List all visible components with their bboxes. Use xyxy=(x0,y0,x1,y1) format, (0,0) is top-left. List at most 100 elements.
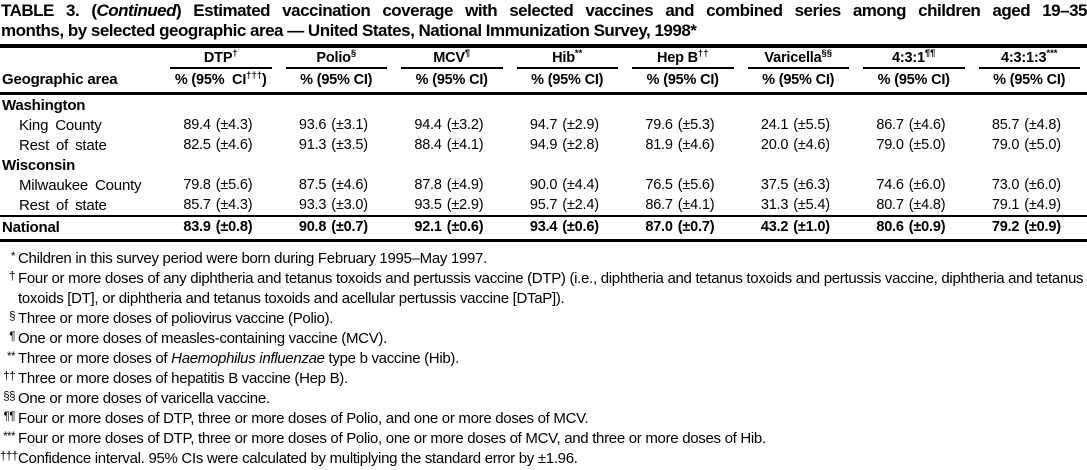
ci-value: (±5.4) xyxy=(793,196,830,213)
column-header-label: Hib** xyxy=(516,49,618,69)
footnote-text: Three or more doses of hepatitis B vacci… xyxy=(18,370,348,387)
percent-value: 79.6 xyxy=(645,116,673,133)
footnote: * Children in this survey period were bor… xyxy=(0,249,1087,269)
footnote: ¶¶ Four or more doses of DTP, three or mo… xyxy=(0,409,1087,429)
ci-value: (±5.3) xyxy=(677,116,715,133)
data-cell: 93.4 (±0.6) xyxy=(509,215,625,242)
percent-value: 79.2 xyxy=(991,219,1020,235)
ci-value: (±0.7) xyxy=(331,219,368,235)
ci-value: (±0.9) xyxy=(908,219,946,235)
data-cell: 20.0 (±4.6) xyxy=(741,135,857,155)
ci-value: (±2.8) xyxy=(562,136,599,153)
table-title-line2: months, by selected geographic area — Un… xyxy=(1,20,697,40)
ci-value: (±4.8) xyxy=(1024,116,1061,133)
footnote-marker: ** xyxy=(7,351,15,363)
footnote-text: One or more doses of varicella vaccine. xyxy=(18,390,270,407)
table-title-prefix: TABLE 3. ( xyxy=(1,1,97,20)
data-cell: 80.6 (±0.9) xyxy=(856,215,972,242)
data-cell: 81.9 (±4.6) xyxy=(625,135,741,155)
ci-value: (±4.6) xyxy=(793,136,830,153)
table-body: Washington King County 89.4 (±4.3) 93.6 (±3.1… xyxy=(0,94,1087,242)
data-cell: 83.9 (±0.8) xyxy=(163,215,279,242)
percent-value: 80.6 xyxy=(876,219,904,235)
ci-value: (±4.9) xyxy=(446,176,484,193)
column-header-hib: Hib** xyxy=(510,49,626,69)
percent-value: 76.5 xyxy=(645,176,673,193)
ci-value: (±4.3) xyxy=(215,116,253,133)
ci-value: (±2.4) xyxy=(562,196,599,213)
ci-value: (±0.7) xyxy=(677,219,715,235)
footnote-marker: §§ xyxy=(3,391,15,403)
data-cell: 90.0 (±4.4) xyxy=(510,175,626,195)
data-cell: 87.8 (±4.9) xyxy=(394,175,510,195)
percent-value: 83.9 xyxy=(183,219,211,235)
percent-value: 87.5 xyxy=(298,176,327,193)
column-header-label: Polio§ xyxy=(285,49,387,69)
column-header-label: Hep B†† xyxy=(632,49,734,69)
row-label: King County xyxy=(19,116,102,134)
group-row: Wisconsin xyxy=(0,155,1087,175)
ci-value: (±3.1) xyxy=(331,116,368,133)
percent-value: 86.7 xyxy=(876,116,904,133)
data-cell: 82.5 (±4.6) xyxy=(163,135,279,155)
footnote-marker: * xyxy=(11,251,15,263)
column-subheader-label: % (95% CI) xyxy=(300,72,373,88)
column-subheader: % (95% CI) xyxy=(740,69,856,95)
footnote: †† Three or more doses of hepatitis B vac… xyxy=(0,369,1087,389)
data-cell: 87.0 (±0.7) xyxy=(625,215,741,242)
data-cell: 85.7 (±4.8) xyxy=(972,115,1087,135)
column-subheader-label: % (95% CI) xyxy=(762,72,835,88)
row-label: National xyxy=(0,215,163,242)
ci-value: (±4.6) xyxy=(331,176,368,193)
ci-value: (±4.1) xyxy=(446,136,484,153)
total-row: National 83.9 (±0.8) 90.8 (±0.7) 92.1 (±0.6) 93… xyxy=(0,215,1087,242)
ci-value: (±5.5) xyxy=(793,116,830,133)
percent-value: 31.3 xyxy=(760,196,789,213)
percent-value: 20.0 xyxy=(760,136,789,153)
column-subheader-label: % (95% CI) xyxy=(646,72,719,88)
ci-value: (±5.0) xyxy=(908,136,946,153)
percent-value: 79.0 xyxy=(991,136,1020,153)
ci-value: (±4.6) xyxy=(677,136,715,153)
column-subheader-label: % (95% CI) xyxy=(415,72,488,88)
percent-value: 93.3 xyxy=(298,196,327,213)
footnote: § Three or more doses of poliovirus vacci… xyxy=(0,309,1087,329)
group-row: Washington xyxy=(0,94,1087,116)
column-header-label: DTP† xyxy=(170,49,272,69)
footnote-text: Three or more doses of Haemophilus influ… xyxy=(18,350,459,367)
percent-value: 90.0 xyxy=(529,176,558,193)
footnote: §§ One or more doses of varicella vaccine… xyxy=(0,389,1087,409)
data-cell: 85.7 (±4.3) xyxy=(163,195,279,216)
data-cell: 80.7 (±4.8) xyxy=(856,195,972,216)
group-label: Wisconsin xyxy=(2,156,76,174)
percent-value: 86.7 xyxy=(645,196,673,213)
data-cell: 94.9 (±2.8) xyxy=(510,135,626,155)
ci-value: (±3.2) xyxy=(446,116,484,133)
data-cell: 93.6 (±3.1) xyxy=(279,115,395,135)
column-subheader-label: % (95% CI) xyxy=(531,72,604,88)
footnote: † Four or more doses of any diphtheria an… xyxy=(0,269,1087,309)
percent-value: 93.5 xyxy=(414,196,442,213)
ci-value: (±4.8) xyxy=(908,196,946,213)
column-subheader: % (95% CI) xyxy=(971,69,1087,95)
footnote-marker: †† xyxy=(3,371,15,383)
footnote-marker: ¶ xyxy=(9,331,15,343)
column-header-polio: Polio§ xyxy=(279,49,395,69)
column-header-mcv: MCV¶ xyxy=(394,49,510,69)
data-cell: 91.3 (±3.5) xyxy=(279,135,395,155)
ci-value: (±5.0) xyxy=(1024,136,1061,153)
ci-value: (±6.3) xyxy=(793,176,830,193)
ci-value: (±4.3) xyxy=(215,196,253,213)
ci-value: (±4.9) xyxy=(1024,196,1061,213)
data-cell: 79.2 (±0.9) xyxy=(971,215,1087,242)
data-cell: 86.7 (±4.1) xyxy=(625,195,741,216)
percent-value: 85.7 xyxy=(183,196,211,213)
ci-value: (±2.9) xyxy=(446,196,484,213)
column-header-4-3-1-3: 4:3:1:3*** xyxy=(972,49,1087,69)
ci-value: (±2.9) xyxy=(562,116,599,133)
percent-value: 88.4 xyxy=(414,136,442,153)
table-row: Rest of state 85.7 (±4.3) 93.3 (±3.0) 93.5 (±2… xyxy=(0,195,1087,216)
ci-value: (±6.0) xyxy=(908,176,946,193)
footnote-text: Confidence interval. 95% CIs were calcul… xyxy=(18,450,578,467)
percent-value: 37.5 xyxy=(760,176,789,193)
